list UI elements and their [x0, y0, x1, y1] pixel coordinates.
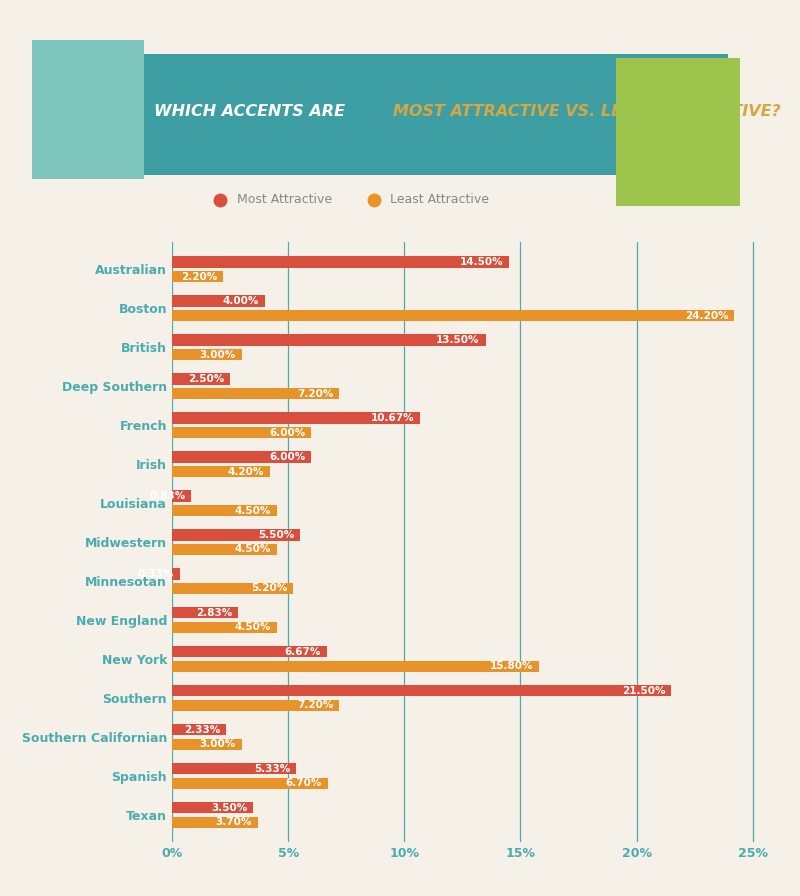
Text: 3.50%: 3.50%: [211, 803, 247, 813]
Bar: [172, 373, 230, 384]
Text: 2.83%: 2.83%: [196, 607, 232, 617]
Bar: [172, 451, 311, 462]
Bar: [172, 271, 223, 282]
Bar: [172, 762, 296, 774]
Bar: [172, 738, 242, 750]
Text: 5.33%: 5.33%: [254, 763, 290, 773]
Bar: [172, 256, 509, 268]
Bar: [172, 334, 486, 346]
Text: 24.20%: 24.20%: [685, 311, 728, 321]
Bar: [172, 490, 191, 502]
Text: 0.83%: 0.83%: [150, 491, 186, 501]
Bar: [172, 529, 300, 540]
Text: 6.00%: 6.00%: [270, 427, 306, 437]
Text: 4.50%: 4.50%: [234, 623, 270, 633]
Bar: [172, 412, 420, 424]
Text: 3.00%: 3.00%: [200, 739, 236, 749]
Text: 21.50%: 21.50%: [622, 685, 666, 695]
Text: 5.50%: 5.50%: [258, 530, 294, 539]
FancyBboxPatch shape: [601, 40, 755, 224]
Bar: [172, 568, 180, 580]
Text: Least Attractive: Least Attractive: [390, 194, 490, 206]
FancyBboxPatch shape: [94, 47, 758, 181]
Bar: [172, 816, 258, 828]
Bar: [172, 504, 277, 516]
Text: 4.50%: 4.50%: [234, 545, 270, 555]
Text: 6.00%: 6.00%: [270, 452, 306, 461]
Bar: [172, 349, 242, 360]
Text: 6.70%: 6.70%: [286, 779, 322, 788]
Bar: [172, 778, 328, 789]
Bar: [172, 295, 265, 306]
Text: 2.20%: 2.20%: [181, 271, 218, 281]
Text: 4.50%: 4.50%: [234, 505, 270, 515]
Bar: [172, 544, 277, 556]
Bar: [172, 685, 671, 696]
Text: 15.80%: 15.80%: [490, 661, 534, 671]
Text: Most Attractive: Most Attractive: [237, 194, 332, 206]
Bar: [172, 646, 327, 658]
Text: 2.50%: 2.50%: [188, 374, 224, 383]
Bar: [172, 700, 339, 711]
Text: MOST ATTRACTIVE VS. LEAST ATTRACTIVE?: MOST ATTRACTIVE VS. LEAST ATTRACTIVE?: [393, 104, 781, 119]
Bar: [172, 388, 339, 400]
Bar: [172, 582, 293, 594]
Bar: [172, 660, 539, 672]
Text: 6.67%: 6.67%: [285, 647, 321, 657]
Text: 3.70%: 3.70%: [216, 817, 252, 827]
Text: 4.20%: 4.20%: [227, 467, 264, 477]
Text: 10.67%: 10.67%: [370, 413, 414, 423]
Text: 0.33%: 0.33%: [138, 569, 174, 579]
Text: 7.20%: 7.20%: [297, 701, 334, 711]
Text: WHICH ACCENTS ARE: WHICH ACCENTS ARE: [154, 104, 351, 119]
Text: 3.00%: 3.00%: [200, 349, 236, 359]
Bar: [172, 466, 270, 478]
Text: 2.33%: 2.33%: [184, 725, 220, 735]
FancyBboxPatch shape: [18, 23, 158, 196]
Bar: [172, 622, 277, 633]
Bar: [172, 802, 254, 814]
Text: 5.20%: 5.20%: [250, 583, 287, 593]
Bar: [172, 607, 238, 618]
Text: 7.20%: 7.20%: [297, 389, 334, 399]
Bar: [172, 310, 734, 322]
Text: 14.50%: 14.50%: [459, 257, 503, 267]
Bar: [172, 426, 311, 438]
Text: 4.00%: 4.00%: [222, 296, 259, 306]
Text: 13.50%: 13.50%: [436, 335, 480, 345]
Bar: [172, 724, 226, 736]
